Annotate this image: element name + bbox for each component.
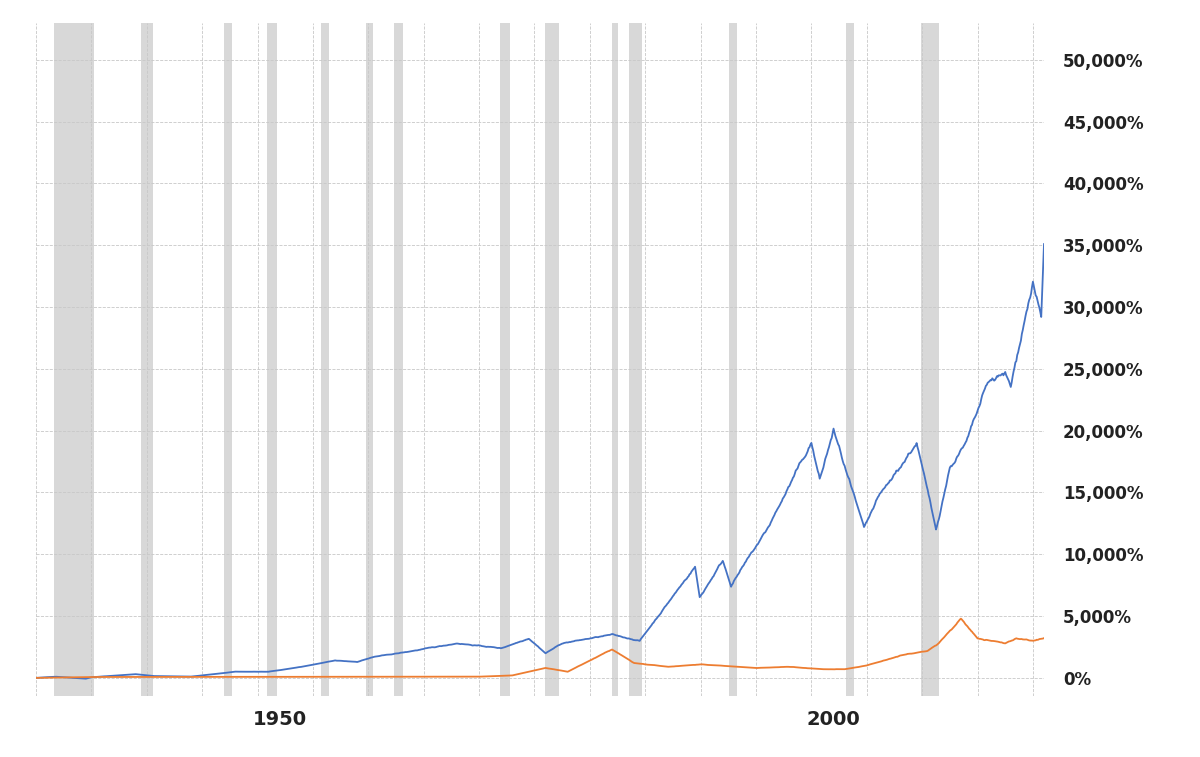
Bar [322,23,329,696]
Bar [394,23,403,696]
Bar [846,23,854,696]
Bar [629,23,642,696]
Bar [366,23,373,696]
Bar [1055,23,1061,696]
Bar [54,23,94,696]
Bar [545,23,559,696]
Bar [142,23,154,696]
Bar [224,23,232,696]
Bar [266,23,277,696]
Bar [612,23,618,696]
Bar [500,23,510,696]
Bar [922,23,938,696]
Bar [730,23,737,696]
